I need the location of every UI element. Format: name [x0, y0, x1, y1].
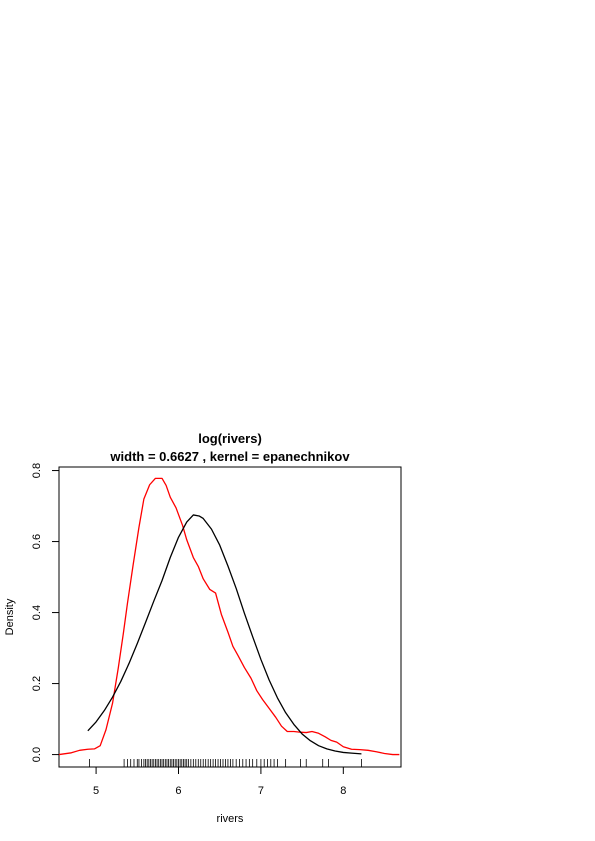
y-tick-label: 0.2	[31, 676, 43, 691]
chart-subtitle: width = 0.6627 , kernel = epanechnikov	[109, 449, 350, 464]
plot-frame	[58, 466, 402, 768]
normal-density-line	[87, 514, 362, 755]
kernel-density-line	[58, 477, 400, 756]
y-axis-label: Density	[4, 598, 16, 635]
y-axis: 0.0 0.2 0.4 0.6 0.8	[31, 463, 59, 762]
y-tick-label: 0.8	[31, 463, 43, 478]
y-tick-label: 0.0	[31, 747, 43, 762]
density-curves	[58, 477, 400, 756]
y-tick-label: 0.6	[31, 534, 43, 549]
chart-title: log(rivers)	[198, 431, 262, 446]
y-tick-label: 0.4	[31, 605, 43, 620]
x-tick-label: 8	[340, 785, 346, 797]
rug-marks	[89, 759, 362, 767]
x-tick-label: 7	[258, 785, 264, 797]
x-axis-label: rivers	[217, 813, 244, 825]
x-tick-label: 5	[93, 785, 99, 797]
x-tick-label: 6	[175, 785, 181, 797]
x-axis: 5 6 7 8	[93, 767, 346, 797]
